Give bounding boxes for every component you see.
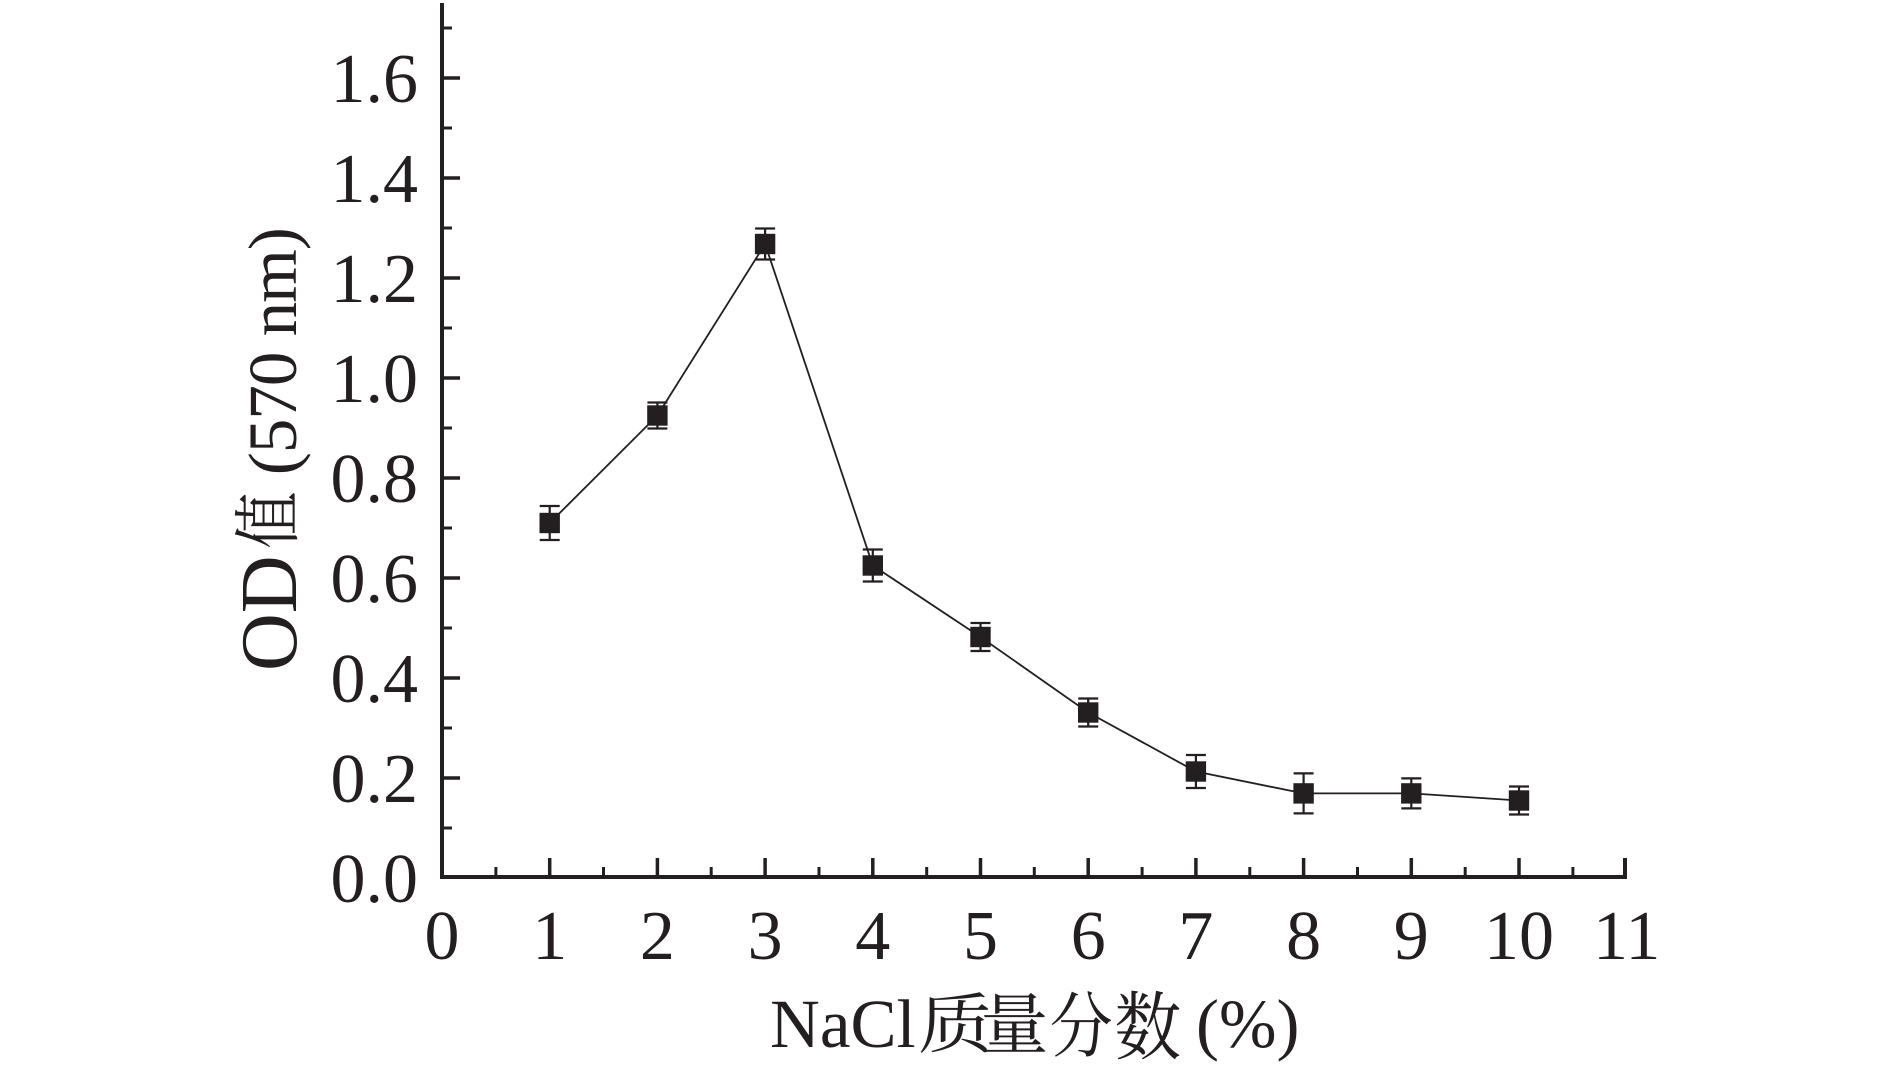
svg-text:2: 2 [640,898,675,975]
svg-text:1: 1 [532,898,567,975]
svg-text:10: 10 [1484,898,1554,975]
svg-text:1.2: 1.2 [331,241,419,318]
svg-text:3: 3 [748,898,783,975]
svg-text:(570 nm): (570 nm) [235,228,311,475]
svg-text:1.0: 1.0 [331,341,419,418]
svg-text:11: 11 [1593,898,1660,975]
svg-text:6: 6 [1071,898,1106,975]
svg-text:4: 4 [855,898,890,975]
svg-text:8: 8 [1286,898,1321,975]
svg-text:1.6: 1.6 [331,41,419,118]
svg-text:(%): (%) [1196,986,1299,1062]
svg-text:0.4: 0.4 [331,641,419,718]
svg-text:0.6: 0.6 [331,541,419,618]
svg-text:NaCl: NaCl [770,986,916,1062]
svg-text:0: 0 [425,898,460,975]
svg-text:7: 7 [1178,898,1213,975]
svg-text:OD: OD [226,555,314,671]
svg-text:0.2: 0.2 [331,741,419,818]
svg-text:5: 5 [963,898,998,975]
svg-text:9: 9 [1394,898,1429,975]
svg-text:0.0: 0.0 [331,841,419,918]
svg-text:1.4: 1.4 [331,141,419,218]
svg-text:0.8: 0.8 [331,441,419,518]
